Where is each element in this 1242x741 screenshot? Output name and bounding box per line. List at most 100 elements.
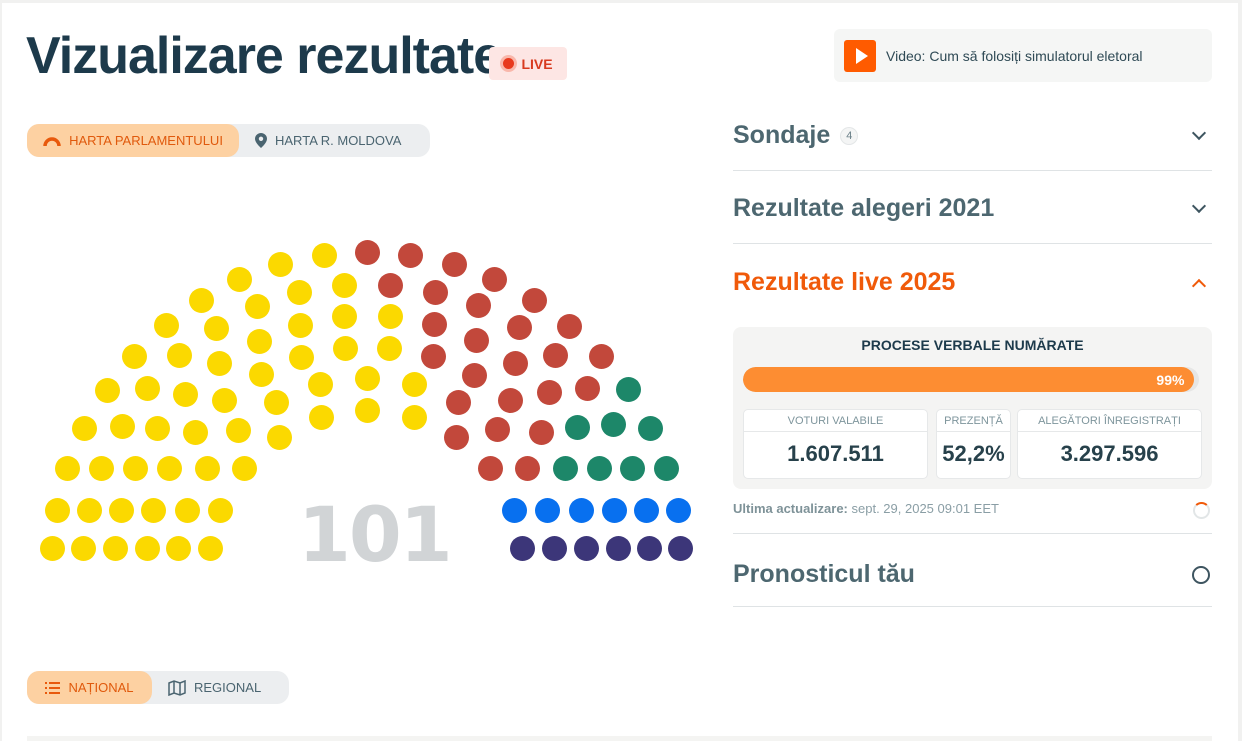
seat-red [574,375,600,401]
stat-registered-voters: ALEGĂTORI ÎNREGISTRAȚI 3.297.596 [1017,409,1202,479]
tab-regional[interactable]: REGIONAL [152,671,277,704]
seat-yellow [144,415,170,441]
seat-yellow [76,497,102,523]
seat-yellow [226,266,252,292]
seat-yellow [286,279,312,305]
seat-yellow [231,455,257,481]
stat-value: 52,2% [942,441,1005,466]
seat-yellow [401,404,427,430]
tab-regional-label: REGIONAL [194,680,262,695]
seat-navy [667,535,693,561]
tab-national-label: NAȚIONAL [68,680,134,695]
accordion-prediction-header[interactable]: Pronosticul tău [733,560,1212,589]
tab-moldova-map-label: HARTA R. MOLDOVA [275,133,402,148]
last-updated-label: Ultima actualizare: [733,501,848,516]
stat-valid-votes: VOTURI VALABILE 1.607.511 [743,409,928,479]
seat-yellow [122,455,148,481]
video-tutorial-link[interactable]: Video: Cum să folosiți simulatorul eleto… [834,29,1212,82]
seat-yellow [307,371,333,397]
accordion-polls-header[interactable]: Sondaje 4 [733,121,1212,150]
last-updated-value: sept. 29, 2025 09:01 EET [851,501,999,516]
seat-yellow [197,535,223,561]
seat-red [422,279,448,305]
seat-red [506,314,532,340]
seat-yellow [354,365,380,391]
seat-navy [605,535,631,561]
total-seats-label: 101 [298,490,453,579]
seat-red [588,343,614,369]
tab-national[interactable]: NAȚIONAL [27,671,152,704]
tab-parliament-map[interactable]: HARTA PARLAMENTULUI [27,124,239,157]
live-badge: LIVE [489,47,567,80]
seat-yellow [70,535,96,561]
seat-blue [601,497,627,523]
seat-red [528,419,554,445]
seat-red [484,416,510,442]
seat-red [536,379,562,405]
seat-yellow [165,535,191,561]
scope-toggle: NAȚIONAL REGIONAL [27,671,289,704]
seat-yellow [244,293,270,319]
polls-count-badge: 4 [840,126,859,145]
stat-label: VOTURI VALABILE [744,410,927,432]
seat-yellow [354,397,380,423]
live-results-panel: PROCESE VERBALE NUMĂRATE 99% VOTURI VALA… [733,327,1212,489]
seat-yellow [172,381,198,407]
seat-yellow [88,455,114,481]
seat-blue [501,497,527,523]
counting-progress-bar: 99% [743,367,1199,392]
seat-red [514,455,540,481]
accordion-polls: Sondaje 4 [733,121,1212,171]
seat-red [465,292,491,318]
seat-yellow [376,335,402,361]
seat-red [461,362,487,388]
seat-yellow [248,361,274,387]
seat-yellow [94,377,120,403]
seat-red [521,287,547,313]
refresh-spinner-icon [1193,502,1210,519]
play-icon [844,39,876,72]
seat-red [443,424,469,450]
seat-green [600,411,626,437]
accordion-live-2025-title: Rezultate live 2025 [733,268,956,296]
seat-red [354,239,380,265]
seat-yellow [166,342,192,368]
accordion-live-2025: Rezultate live 2025 [733,268,1212,534]
seat-yellow [225,417,251,443]
seat-red [556,313,582,339]
seat-red [445,389,471,415]
seat-navy [636,535,662,561]
seat-blue [534,497,560,523]
stat-label: PREZENȚĂ [937,410,1010,432]
seat-yellow [156,455,182,481]
circle-icon [1192,565,1210,584]
accordion-live-2025-header[interactable]: Rezultate live 2025 [733,268,1212,297]
map-pin-icon [255,133,267,148]
seat-yellow [211,387,237,413]
seat-yellow [287,312,313,338]
arc-icon [43,136,61,146]
page-title: Vizualizare rezultate [26,27,502,85]
accordion-results-2021-header[interactable]: Rezultate alegeri 2021 [733,194,1212,223]
seat-red [542,342,568,368]
seat-yellow [174,497,200,523]
seat-navy [509,535,535,561]
last-updated: Ultima actualizare: sept. 29, 2025 09:01… [733,501,999,516]
seat-green [653,455,679,481]
progress-label: 99% [1156,371,1185,388]
results-table-top [27,736,1212,741]
seat-red [463,327,489,353]
seat-blue [633,497,659,523]
counted-reports-title: PROCESE VERBALE NUMĂRATE [861,337,1084,353]
progress-fill: 99% [743,367,1195,392]
chevron-up-icon [1191,278,1207,293]
seat-navy [573,535,599,561]
seat-green [615,376,641,402]
accordion-prediction-title: Pronosticul tău [733,560,915,588]
tab-moldova-map[interactable]: HARTA R. MOLDOVA [239,124,417,157]
seat-yellow [246,328,272,354]
seat-yellow [401,371,427,397]
seat-yellow [194,455,220,481]
seat-yellow [134,375,160,401]
accordion-polls-title: Sondaje [733,121,831,149]
